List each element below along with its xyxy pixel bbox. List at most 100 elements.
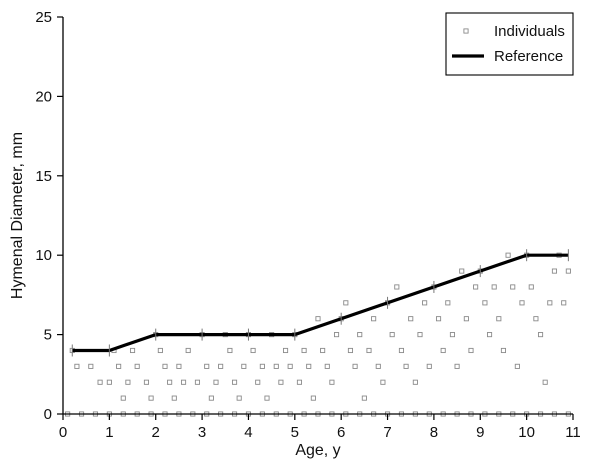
y-tick-label: 25 — [35, 9, 52, 26]
individual-point — [375, 363, 381, 369]
individual-point — [468, 347, 474, 354]
individual-point — [371, 316, 377, 322]
individual-point — [352, 363, 358, 369]
individual-point — [264, 395, 270, 401]
individual-point — [88, 363, 94, 369]
individual-point — [162, 363, 168, 369]
y-tick-label: 20 — [35, 88, 52, 105]
individual-point — [565, 268, 571, 274]
individual-point — [273, 363, 279, 369]
individual-point — [533, 316, 539, 322]
x-tick-label: 10 — [518, 424, 535, 441]
individual-point — [491, 284, 497, 290]
individual-point — [361, 395, 367, 401]
individual-point — [445, 300, 451, 306]
plot-area — [65, 249, 571, 417]
individual-point — [167, 379, 173, 385]
y-tick-label: 5 — [44, 327, 52, 344]
individual-point — [236, 395, 242, 401]
legend-reference-label: Reference — [494, 48, 563, 65]
individual-point — [296, 379, 303, 385]
individual-point — [426, 363, 432, 369]
individual-point — [255, 379, 261, 385]
individual-point — [333, 332, 340, 338]
x-tick-label: 11 — [565, 424, 581, 441]
individual-point — [129, 347, 136, 354]
individual-point — [125, 379, 131, 385]
legend: Individuals Reference — [445, 12, 574, 76]
individual-point — [241, 363, 247, 369]
individual-point — [315, 316, 321, 322]
individual-point — [106, 379, 112, 385]
individual-point — [218, 363, 224, 369]
individual-point — [403, 363, 409, 369]
individual-point — [440, 347, 446, 354]
individual-point — [547, 300, 553, 306]
individual-point — [519, 300, 525, 306]
reference-line — [72, 253, 569, 353]
individual-point — [157, 347, 163, 354]
individual-point — [561, 300, 567, 306]
individual-point — [306, 363, 312, 369]
individual-point — [459, 268, 465, 274]
legend-individuals-label: Individuals — [494, 23, 565, 40]
individual-point — [394, 284, 400, 290]
individual-point — [287, 363, 293, 369]
individual-point — [171, 395, 177, 401]
x-tick-label: 0 — [59, 424, 67, 441]
individual-point — [473, 284, 479, 290]
individual-point — [278, 379, 284, 385]
individual-point — [227, 347, 233, 354]
individual-point — [486, 332, 493, 338]
individual-point — [194, 379, 201, 385]
individual-point — [204, 363, 210, 369]
x-tick-label: 4 — [244, 424, 252, 441]
individual-point — [435, 316, 442, 322]
individual-point — [310, 395, 316, 401]
individual-point — [510, 284, 516, 290]
individual-point — [482, 300, 488, 306]
individual-point — [343, 300, 349, 306]
individual-point — [250, 347, 256, 354]
individual-point — [347, 347, 354, 354]
individual-point — [542, 379, 548, 385]
individual-point — [143, 379, 150, 385]
individual-point — [320, 347, 326, 354]
axes: 0 1 2 3 4 5 6 7 8 9 10 11 0 5 10 15 20 25 Age, y Hymenal Di… — [9, 9, 581, 459]
individual-point — [463, 316, 469, 322]
individual-point — [208, 395, 214, 401]
x-tick-label: 3 — [198, 424, 206, 441]
individual-point — [449, 332, 456, 338]
y-tick-label: 0 — [44, 406, 52, 423]
individual-point — [389, 332, 395, 338]
individual-point — [514, 363, 520, 369]
individual-point — [417, 332, 423, 338]
individual-point — [422, 300, 428, 306]
individual-point — [366, 347, 372, 354]
x-tick-label: 6 — [337, 424, 345, 441]
x-tick-label: 5 — [291, 424, 299, 441]
individual-point — [282, 347, 289, 354]
individual-point — [380, 379, 386, 385]
individual-point — [329, 379, 335, 385]
individual-point — [408, 316, 414, 322]
individual-point — [97, 379, 103, 385]
legend-box — [445, 12, 574, 76]
individual-point — [324, 363, 330, 369]
individual-point — [134, 363, 140, 369]
individual-point — [120, 395, 126, 401]
individual-point — [454, 363, 460, 369]
y-tick-label: 10 — [35, 247, 52, 264]
individual-point — [185, 347, 191, 354]
legend-individuals-marker — [463, 28, 469, 34]
individual-point — [301, 347, 307, 354]
individual-point — [412, 379, 418, 385]
y-tick-label: 15 — [35, 168, 52, 185]
individual-point — [231, 379, 238, 385]
individual-point — [528, 284, 534, 290]
x-tick-label: 8 — [430, 424, 438, 441]
x-tick-label: 1 — [105, 424, 113, 441]
x-tick-label: 7 — [383, 424, 391, 441]
individual-point — [259, 363, 265, 369]
